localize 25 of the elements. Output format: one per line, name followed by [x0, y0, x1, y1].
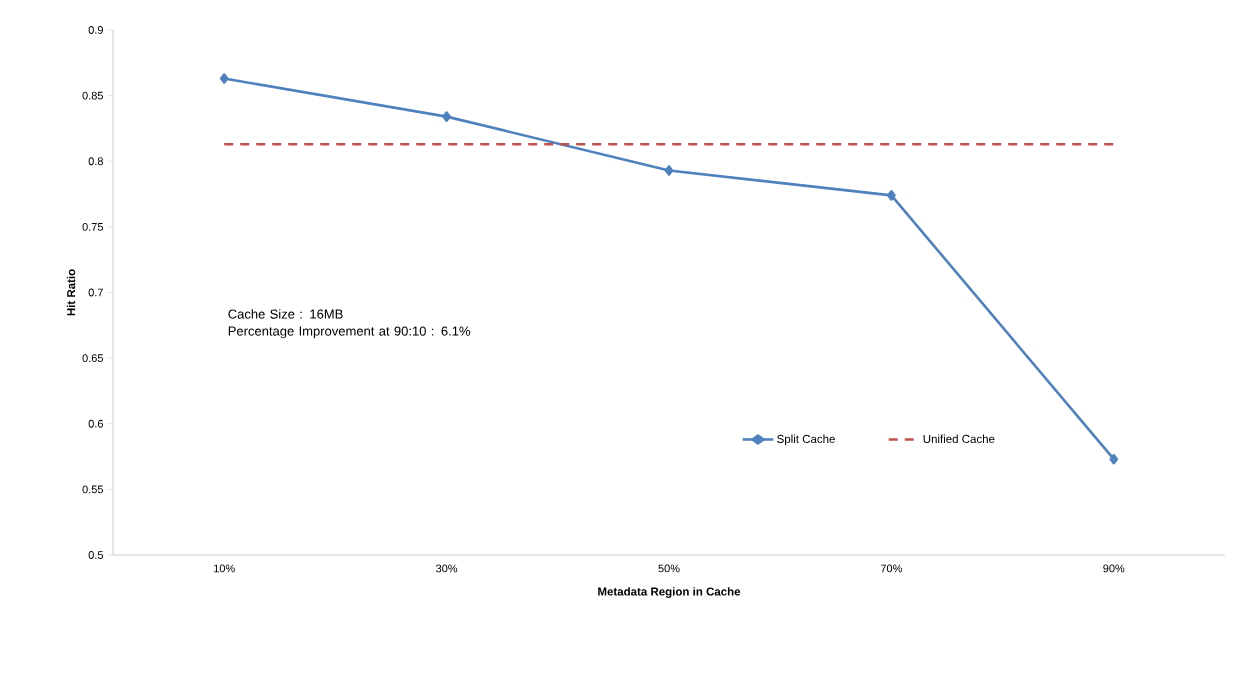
y-tick-label: 0.5 — [88, 551, 104, 559]
y-tick-label: 0.7 — [88, 288, 103, 297]
x-tick-label: 70% — [880, 564, 902, 573]
y-tick-label: 0.75 — [82, 222, 104, 231]
point — [1109, 453, 1119, 465]
y-tick-label: 0.6 — [88, 419, 103, 428]
x-axis-title: Metadata Region in Cache — [598, 587, 741, 598]
y-tick-label: 0.8 — [88, 157, 103, 166]
y-tick-label: 0.9 — [88, 26, 103, 34]
y-tick-label: 0.65 — [82, 354, 104, 363]
point — [442, 111, 451, 122]
point — [887, 190, 896, 201]
y-tick-label: 0.55 — [82, 485, 104, 494]
y-axis-title: Hit Ratio — [66, 269, 76, 316]
x-tick-label: 50% — [658, 564, 680, 573]
x-tick-label: 10% — [214, 564, 235, 573]
legend-label: Unified Cache — [923, 434, 995, 444]
x-tick-label: 90% — [1103, 564, 1125, 573]
annotation: Percentage Improvement at 90:10 : 6.1% — [228, 326, 471, 339]
point — [664, 165, 674, 176]
x-tick-label: 30% — [436, 564, 458, 573]
annotation: Cache Size : 16MB — [228, 309, 343, 319]
y-tick-label: 0.85 — [82, 91, 104, 100]
point — [219, 73, 229, 84]
legend-label: Split Cache — [777, 434, 835, 446]
